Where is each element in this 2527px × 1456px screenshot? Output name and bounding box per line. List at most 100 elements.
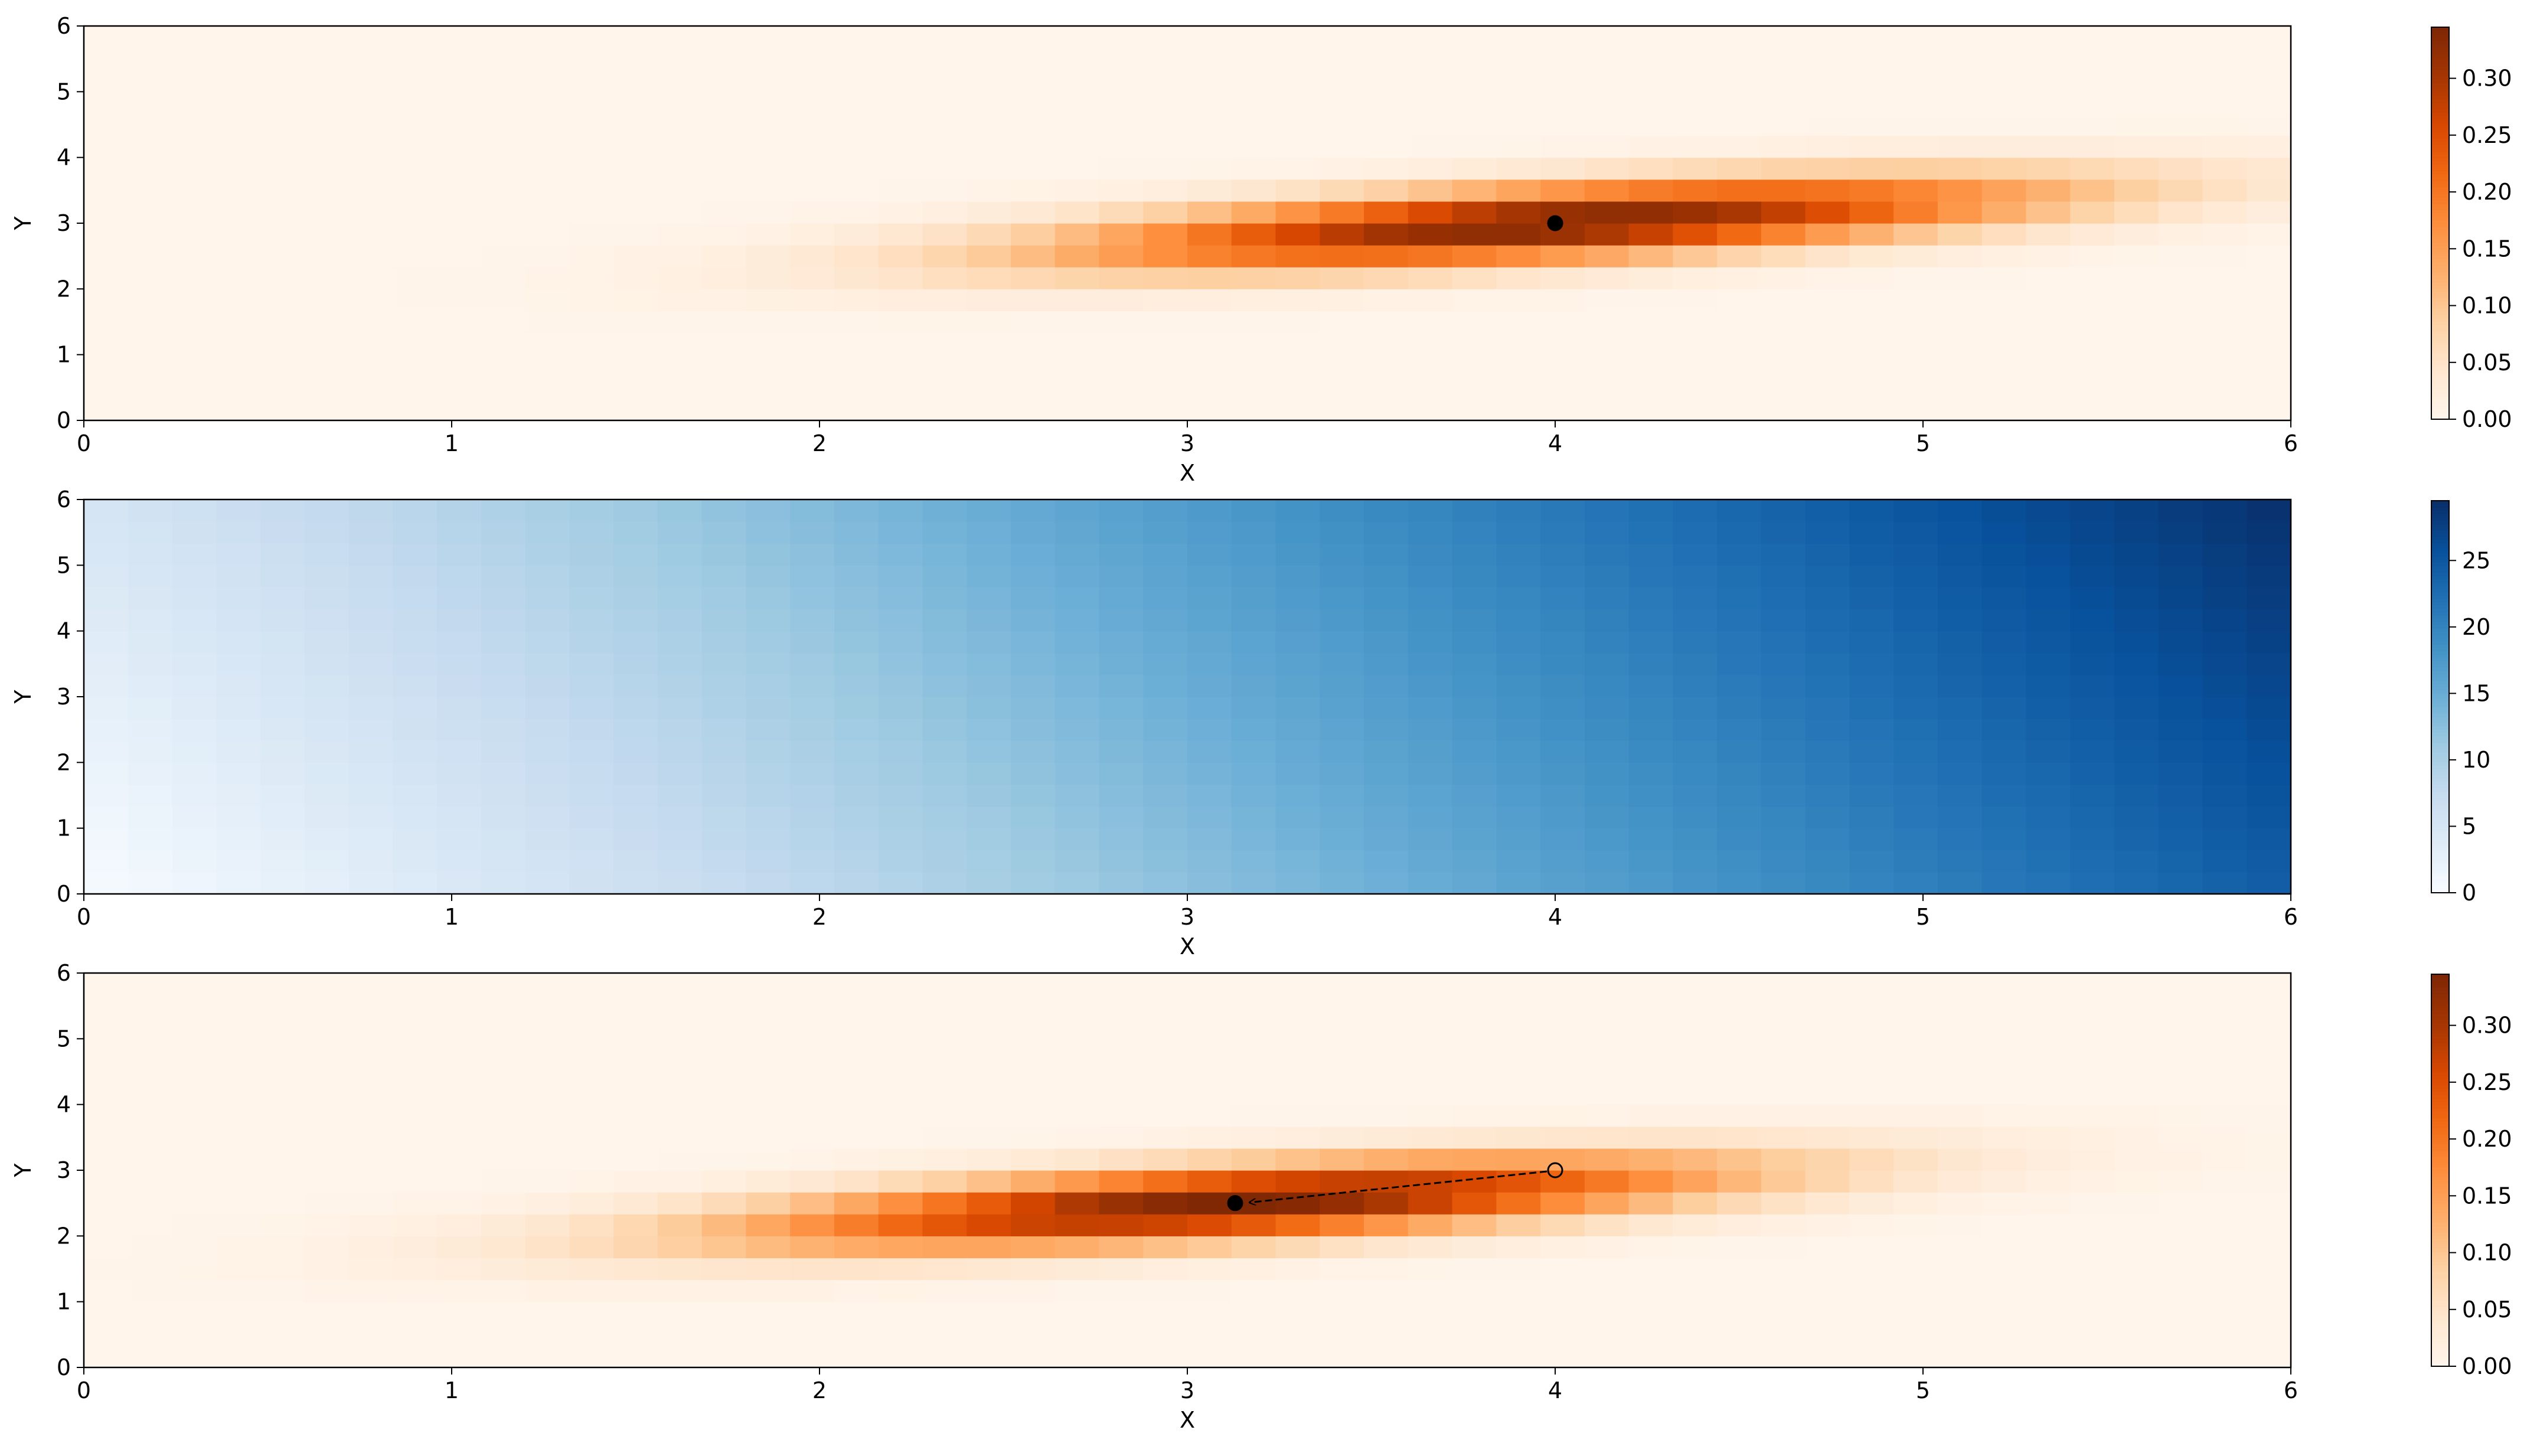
heatmap-cell [2114,806,2159,829]
colorbar-segment [2431,798,2449,802]
heatmap-cell [525,719,570,741]
heatmap-cell [1805,1301,1850,1324]
heatmap-cell [967,806,1011,829]
heatmap-cell [790,113,835,136]
heatmap-cell [1628,179,1673,202]
heatmap-cell [393,500,438,522]
heatmap-cell [1761,850,1806,873]
heatmap-cell [1893,179,1938,202]
heatmap-cell [2247,674,2291,697]
heatmap-cell [1364,1258,1409,1281]
heatmap-cell [1054,1060,1100,1083]
heatmap-cell [834,1060,879,1083]
heatmap-cell [128,1279,173,1302]
colorbar-segment [2431,354,2449,358]
heatmap-cell [1187,201,1232,224]
heatmap-cell [216,521,261,544]
heatmap-cell [1496,762,1541,785]
heatmap-cell [1408,995,1453,1017]
heatmap-cell [348,1258,393,1281]
heatmap-cell [657,267,703,289]
heatmap-cell [304,587,350,610]
colorbar-segment [2431,1350,2449,1354]
heatmap-cell [569,1039,614,1062]
heatmap-cell [525,223,570,246]
heatmap-cell [746,113,791,136]
heatmap-cell [2114,784,2159,807]
heatmap-cell [481,631,526,654]
heatmap-cell [613,1345,658,1368]
colorbar-segment [2431,125,2449,129]
heatmap-cell [1452,1060,1497,1083]
heatmap-cell [1143,1279,1188,1302]
colorbar-segment [2431,1003,2449,1007]
heatmap-cell [1364,1126,1409,1149]
heatmap-cell [922,1039,967,1062]
colorbar-segment [2431,210,2449,214]
heatmap-cell [878,26,923,48]
heatmap-cell [613,135,658,158]
heatmap-cell [1893,565,1938,588]
heatmap-cell [1320,652,1364,675]
heatmap-cell [746,1104,791,1127]
heatmap-cell [525,828,570,851]
heatmap-cell [1673,1104,1718,1127]
heatmap-cell [2070,631,2115,654]
heatmap-cell [569,719,614,741]
heatmap-cell [437,674,482,697]
heatmap-cell [437,1236,482,1259]
heatmap-cell [834,973,879,995]
colorbar-segment [2431,1049,2449,1053]
heatmap-cell [260,398,305,421]
heatmap-cell [1275,376,1320,399]
heatmap-cell [1143,995,1188,1017]
heatmap-cell [393,1039,438,1062]
heatmap-cell [1187,850,1232,873]
heatmap-cell [1408,376,1453,399]
heatmap-cell [172,1345,217,1368]
heatmap-cell [1364,828,1409,851]
subplot-1: 0 1 2 3 4 5 60123456XY0.000.050.100.150.200.25… [10,13,2512,486]
heatmap-cell [304,973,350,995]
heatmap-cell [1981,784,2027,807]
heatmap-cell [348,113,393,136]
heatmap-cell [1408,587,1453,610]
heatmap-cell [1408,697,1453,719]
heatmap-cell [2026,376,2071,399]
heatmap-cell [1408,762,1453,785]
heatmap-cell [922,871,967,895]
heatmap-cell [128,609,173,632]
heatmap-cell [1893,609,1938,632]
heatmap-cell [437,652,482,675]
heatmap-cell [613,157,658,180]
heatmap-cell [1937,1345,1983,1368]
colorbar-segment [2431,1346,2449,1350]
heatmap-cell [569,1323,614,1346]
heatmap-cell [1893,113,1938,136]
heatmap-cell [304,267,350,289]
heatmap-cell [1540,311,1585,334]
heatmap-cell [393,26,438,48]
heatmap-cell [393,740,438,763]
heatmap-cell [1275,631,1320,654]
heatmap-cell [437,332,482,355]
colorbar-segment [2431,275,2449,279]
heatmap-cell [569,784,614,807]
heatmap-cell [393,828,438,851]
heatmap-cell [1099,1236,1144,1259]
colorbar-segment [2431,710,2449,714]
heatmap-cell [1981,48,2027,70]
colorbar-segment [2431,1255,2449,1259]
heatmap-cell [1673,267,1718,289]
heatmap-cell [1628,521,1673,544]
heatmap-cell [922,332,967,355]
heatmap-cell [304,631,350,654]
heatmap-cell [1849,267,1894,289]
heatmap-cell [1231,1104,1276,1127]
heatmap-cell [1937,500,1983,522]
heatmap-cell [84,587,129,610]
heatmap-cell [1981,1060,2027,1083]
heatmap-cell [216,784,261,807]
heatmap-cell [2026,609,2071,632]
heatmap-cell [1981,1039,2027,1062]
